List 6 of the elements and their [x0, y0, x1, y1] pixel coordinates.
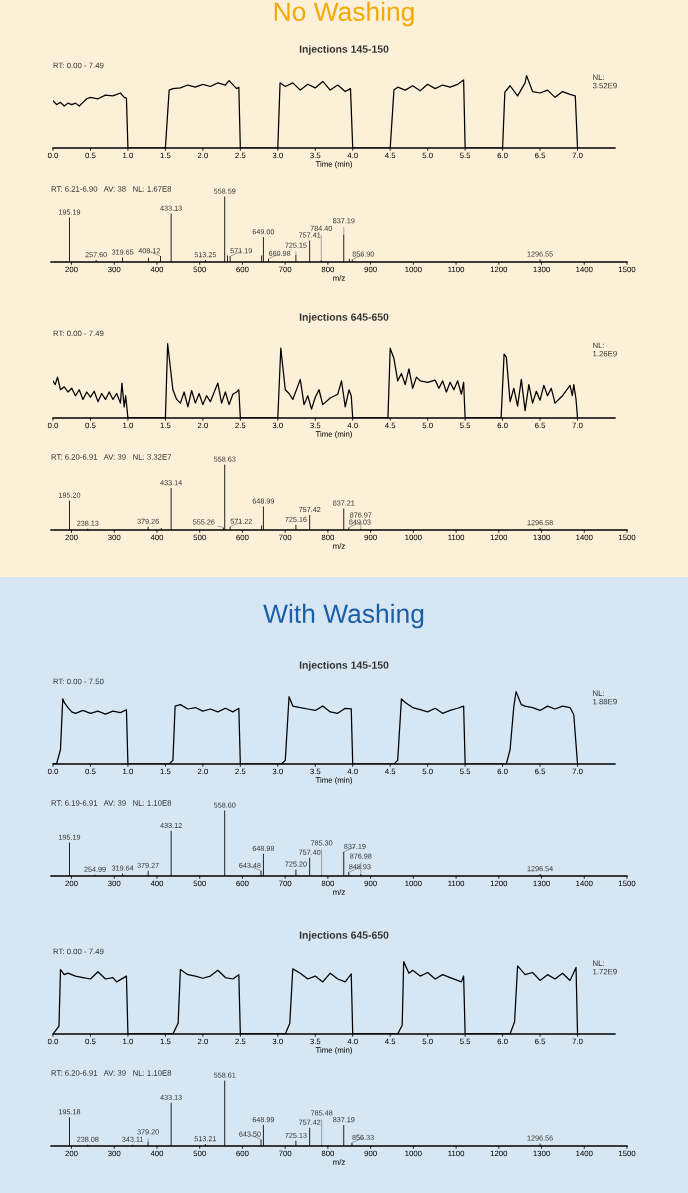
chart-title: Injections 145-150	[299, 45, 389, 55]
chart-title: Injections 145-150	[299, 661, 389, 671]
chart-subtitle: With Washing	[263, 603, 424, 629]
chart-title: Injections 645-650	[299, 931, 389, 941]
chart-title: Injections 645-650	[299, 313, 389, 323]
chart-subtitle: No Washing	[274, 1, 414, 27]
